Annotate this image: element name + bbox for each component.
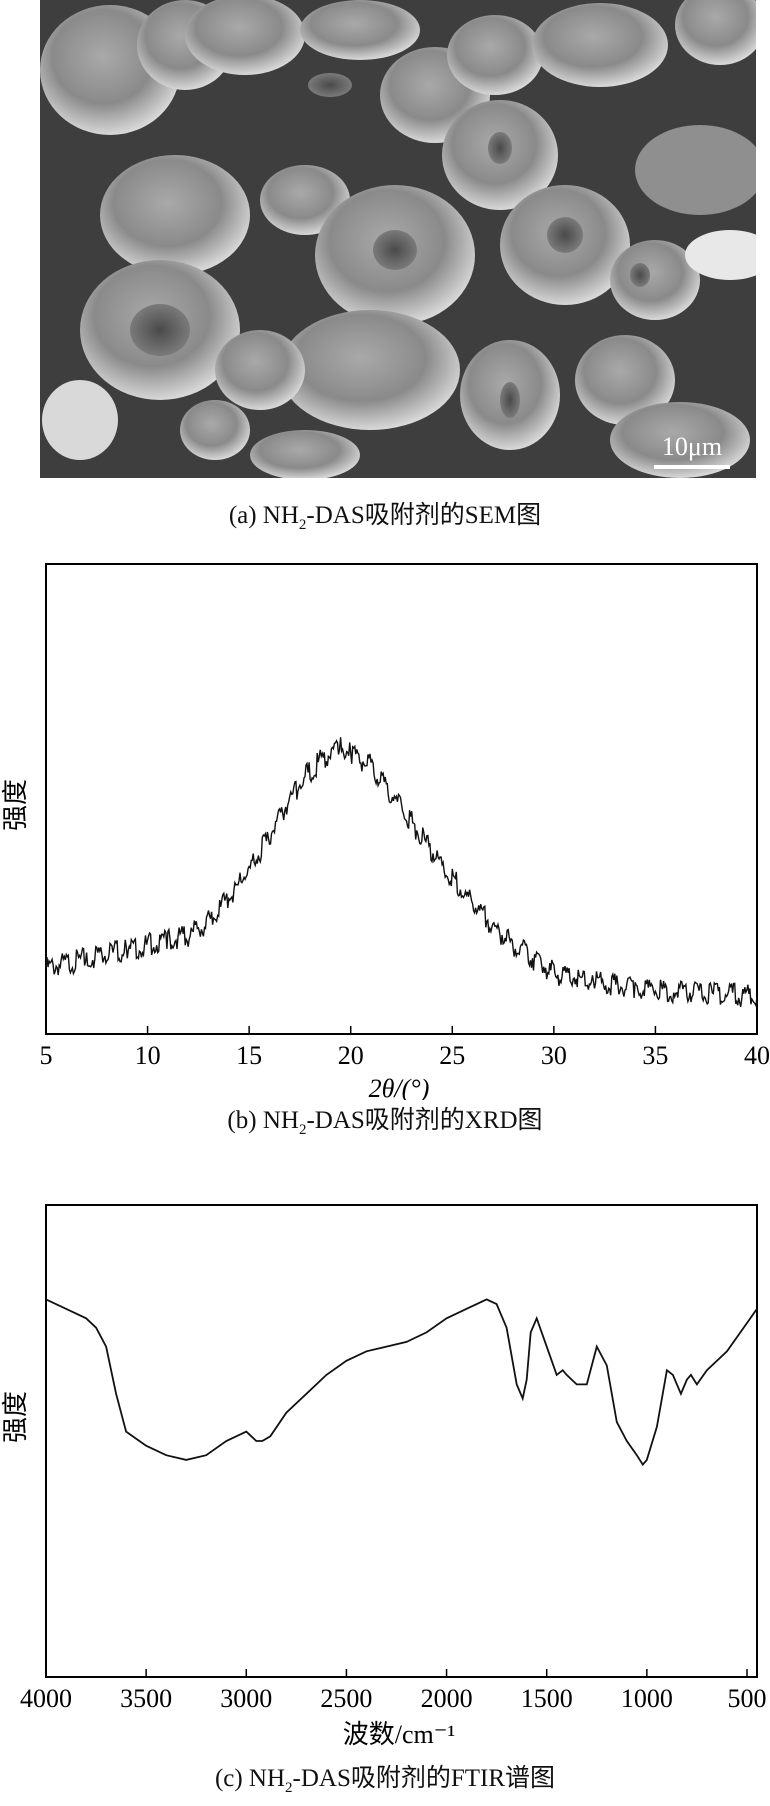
xrd-series	[45, 737, 758, 1009]
ftir-series	[45, 1298, 758, 1467]
ftir-x-ticks: 4000 3500 3000 2500 2000 1500 1000 500	[20, 1669, 766, 1713]
ftir-x-axis-label: 波数/cm⁻¹	[343, 1720, 456, 1749]
xrd-chart: 5 10 15 20 25 30 35 40 2θ/(°) 强度	[1, 563, 770, 1100]
xrd-x-tick-label: 30	[541, 1041, 567, 1070]
xrd-x-axis-label: 2θ/(°)	[369, 1074, 430, 1100]
caption-b: (b) NH2-DAS吸附剂的XRD图	[227, 1107, 543, 1138]
xrd-x-tick-label: 15	[236, 1041, 262, 1070]
ftir-x-tick-label: 3000	[220, 1684, 272, 1713]
ftir-x-tick-label: 2000	[421, 1684, 473, 1713]
sem-particles	[40, 0, 756, 478]
sem-pits	[130, 73, 650, 418]
xrd-x-tick-label: 25	[439, 1041, 465, 1070]
xrd-x-tick-label: 20	[338, 1041, 364, 1070]
xrd-x-tick-label: 35	[642, 1041, 668, 1070]
xrd-series-line	[45, 737, 758, 1009]
caption-c: (c) NH2-DAS吸附剂的FTIR谱图	[214, 1765, 556, 1796]
xrd-x-tick-label: 40	[744, 1041, 770, 1070]
scale-bar-label: 10μm	[662, 432, 722, 461]
ftir-x-tick-label: 1500	[521, 1684, 573, 1713]
ftir-x-tick-label: 1000	[621, 1684, 673, 1713]
xrd-y-axis-label: 强度	[1, 779, 30, 831]
ftir-plot-frame	[45, 1204, 758, 1678]
xrd-x-ticks: 5 10 15 20 25 30 35 40	[40, 1026, 770, 1070]
sem-micrograph: 10μm	[40, 0, 756, 478]
xrd-x-tick-label: 10	[135, 1041, 161, 1070]
ftir-x-tick-label: 2500	[320, 1684, 372, 1713]
xrd-x-tick-label: 5	[40, 1041, 53, 1070]
ftir-series-line	[45, 1298, 758, 1467]
xrd-plot-frame	[45, 563, 758, 1035]
ftir-y-axis-label: 强度	[1, 1391, 30, 1443]
ftir-x-tick-label: 3500	[120, 1684, 172, 1713]
ftir-x-tick-label: 4000	[20, 1684, 72, 1713]
caption-a: (a) NH2-DAS吸附剂的SEM图	[228, 502, 542, 533]
ftir-chart: 4000 3500 3000 2500 2000 1500 1000 500 波数/cm⁻¹ …	[1, 1204, 766, 1749]
ftir-x-tick-label: 500	[727, 1684, 766, 1713]
